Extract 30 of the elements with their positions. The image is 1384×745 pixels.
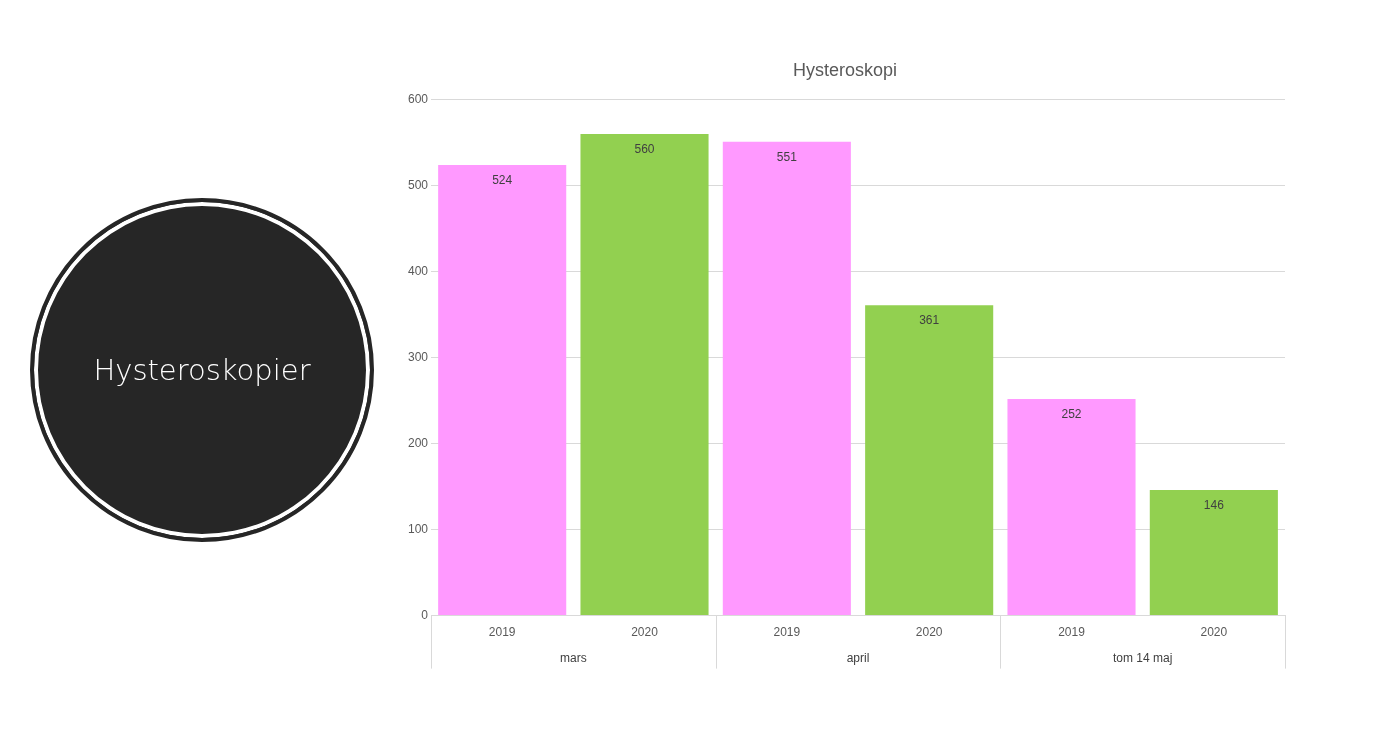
text: tom 14 maj (1112, 650, 1173, 665)
bar (865, 305, 994, 616)
bar (438, 164, 567, 616)
data-label: 551 (776, 150, 798, 165)
y-tick-label: 300 (407, 349, 429, 364)
data-label: 361 (919, 313, 940, 328)
text: Hysteroskopier (93, 353, 311, 387)
x-tick-label: 2019 (773, 625, 801, 640)
x-tick-label: 2019 (1058, 625, 1086, 640)
x-tick-label: 2020 (631, 625, 659, 640)
chart-title: Hysteroskopi (792, 59, 898, 80)
y-tick-label: 600 (407, 91, 429, 106)
x-tick-label: 2020 (915, 625, 943, 640)
x-tick-label: 2019 (488, 625, 516, 640)
x-tick-label: 2020 (1200, 625, 1228, 640)
y-tick-label: 500 (407, 177, 429, 192)
y-tick-label: 100 (407, 521, 429, 536)
text: april (846, 650, 870, 665)
y-tick-label: 400 (407, 263, 429, 278)
text: mars (560, 650, 587, 665)
data-label: 146 (1203, 498, 1225, 513)
bar (722, 141, 851, 616)
bar (1149, 490, 1278, 616)
bar (580, 134, 709, 616)
y-tick-label: 200 (407, 435, 429, 450)
y-tick-label: 0 (421, 607, 429, 622)
data-label: 252 (1061, 407, 1082, 422)
data-label: 524 (492, 173, 513, 188)
data-label: 560 (634, 142, 655, 157)
bar (1007, 398, 1136, 616)
